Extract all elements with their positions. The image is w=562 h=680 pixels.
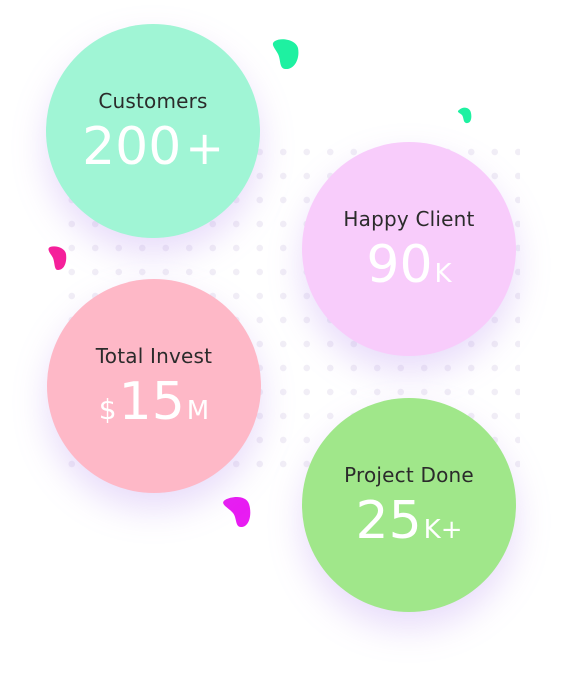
customers-stat: Customers 200 +: [46, 24, 260, 238]
total-invest-number: 15: [118, 372, 185, 432]
happy-client-stat: Happy Client 90 K: [302, 142, 516, 356]
customers-number: 200: [82, 117, 182, 177]
total-invest-stat: Total Invest $ 15 M: [47, 279, 261, 493]
happy-client-value: 90 K: [366, 239, 451, 291]
total-invest-label: Total Invest: [95, 344, 213, 368]
total-invest-prefix: $: [98, 393, 117, 426]
project-done-suffix: K+: [423, 515, 463, 545]
small-green-blob-shape: [457, 107, 472, 124]
happy-client-number: 90: [366, 235, 433, 295]
project-done-value: 25 K+: [355, 495, 462, 547]
magenta-blob-shape: [223, 497, 251, 527]
customers-label: Customers: [98, 89, 208, 113]
happy-client-label: Happy Client: [343, 207, 475, 231]
green-blob-shape: [272, 39, 299, 70]
customers-suffix: +: [185, 121, 224, 175]
total-invest-value: $ 15 M: [99, 376, 209, 428]
total-invest-suffix: M: [186, 396, 210, 426]
project-done-label: Project Done: [344, 463, 474, 487]
customers-value: 200 +: [82, 121, 224, 173]
pink-blob-shape: [48, 246, 67, 270]
happy-client-suffix: K: [434, 259, 452, 289]
project-done-stat: Project Done 25 K+: [302, 398, 516, 612]
project-done-number: 25: [355, 491, 422, 551]
